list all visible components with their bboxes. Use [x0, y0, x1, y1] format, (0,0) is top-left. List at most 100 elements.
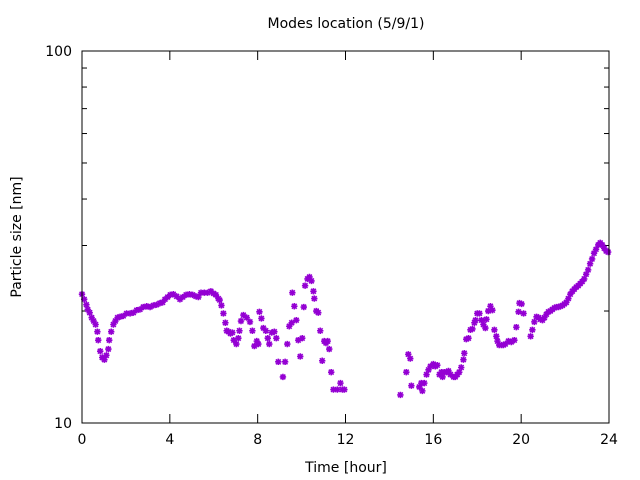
data-point [256, 308, 263, 316]
data-point [94, 328, 101, 335]
data-point [586, 260, 594, 267]
data-point [159, 299, 166, 306]
data-point [310, 288, 317, 295]
data-point [598, 241, 606, 249]
data-point [485, 307, 492, 315]
data-point [83, 301, 90, 308]
y-tick-label: 10 [54, 416, 72, 432]
data-point [463, 335, 470, 343]
data-point [271, 328, 278, 335]
data-point [286, 323, 293, 330]
data-point [230, 336, 237, 344]
data-point [295, 336, 302, 344]
data-point [110, 321, 117, 328]
data-point [97, 347, 104, 355]
data-point [130, 309, 137, 316]
data-point [334, 386, 341, 393]
data-point [150, 302, 157, 309]
data-point [405, 351, 412, 358]
data-point [268, 329, 275, 336]
data-point [222, 319, 229, 326]
data-point [403, 368, 410, 376]
data-point [419, 387, 426, 395]
data-point [293, 316, 300, 324]
y-axis-label: Particle size [nm] [9, 176, 25, 297]
data-point [105, 345, 112, 353]
data-point [220, 310, 227, 317]
data-point [565, 295, 572, 302]
data-point [92, 321, 99, 328]
data-point [249, 327, 256, 334]
data-point [427, 363, 434, 370]
data-point [297, 353, 304, 360]
data-point [407, 355, 414, 362]
data-point [275, 358, 282, 366]
data-point [482, 324, 489, 332]
x-tick-label: 20 [512, 432, 530, 448]
data-point [533, 313, 540, 320]
data-point [279, 373, 287, 381]
data-point [493, 333, 500, 340]
data-point [284, 340, 291, 348]
x-tick-label: 0 [78, 432, 87, 448]
data-point [529, 326, 536, 334]
data-point [140, 303, 147, 311]
data-point [133, 307, 140, 314]
data-point [447, 371, 454, 378]
data-point [153, 301, 160, 308]
data-point [253, 337, 260, 345]
data-point [491, 326, 498, 334]
data-point [84, 306, 91, 313]
data-point [476, 310, 483, 317]
data-point [170, 290, 177, 298]
data-points [78, 239, 612, 399]
data-point [301, 282, 309, 289]
data-point [88, 314, 95, 321]
data-point [520, 310, 527, 317]
data-point [90, 317, 97, 325]
data-point [319, 357, 326, 364]
data-point [204, 289, 211, 296]
data-point [582, 271, 590, 278]
data-point [531, 318, 538, 326]
data-point [236, 327, 243, 334]
data-point [545, 308, 552, 316]
data-point [328, 368, 335, 376]
data-point [251, 342, 258, 350]
data-point [306, 273, 313, 281]
data-point [337, 379, 344, 387]
data-point [146, 303, 154, 311]
data-point [116, 313, 124, 320]
data-point [494, 337, 501, 345]
data-point [505, 337, 512, 345]
data-point [421, 379, 428, 387]
data-point [216, 296, 223, 304]
data-point [195, 293, 202, 301]
data-point [212, 291, 220, 299]
data-point [120, 312, 127, 320]
data-point [472, 316, 479, 324]
data-point [541, 314, 548, 321]
data-point [112, 317, 119, 325]
data-point [515, 308, 522, 316]
data-point [186, 290, 193, 298]
data-point [489, 307, 496, 314]
data-point [240, 311, 247, 319]
data-point [567, 290, 574, 298]
data-point [258, 315, 265, 322]
data-point [317, 327, 324, 334]
data-point [439, 373, 446, 381]
data-point [164, 293, 171, 301]
data-point [469, 325, 476, 333]
data-point [315, 309, 322, 316]
x-tick-label: 24 [600, 432, 618, 448]
data-point [136, 306, 144, 313]
data-point [460, 356, 467, 363]
data-point [273, 335, 280, 342]
data-point [264, 335, 271, 342]
data-point [502, 340, 509, 348]
data-point [592, 246, 600, 253]
data-point [255, 340, 262, 348]
y-tick-label: 100 [45, 44, 72, 60]
